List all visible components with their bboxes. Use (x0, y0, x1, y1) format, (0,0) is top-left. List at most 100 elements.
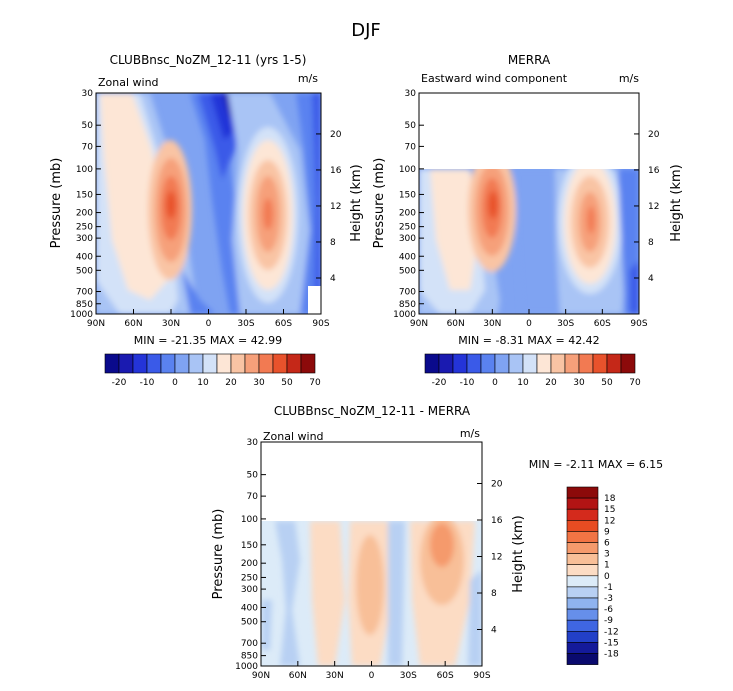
latitude-tick-label: 30S (400, 671, 417, 681)
colorbar-label: 20 (225, 378, 237, 388)
height-tick-label: 16 (491, 516, 503, 526)
pressure-tick-label: 250 (241, 573, 258, 583)
pressure-tick-label: 400 (241, 603, 258, 613)
colorbar-swatch (118, 353, 134, 374)
height-tick-label: 20 (648, 130, 660, 140)
colorbar-label: 3 (604, 550, 610, 560)
colorbar-swatch (272, 353, 288, 374)
units-label: m/s (298, 72, 318, 85)
latitude-tick-label: 0 (206, 319, 212, 329)
colorbar-swatch (566, 508, 599, 521)
latitude-tick-label: 0 (369, 671, 375, 681)
latitude-tick-label: 60N (124, 319, 142, 329)
colorbar-swatch (258, 353, 274, 374)
latitude-tick-label: 90S (312, 319, 329, 329)
pressure-tick-label: 200 (399, 209, 416, 219)
height-tick-label: 8 (648, 238, 654, 248)
height-tick-label: 8 (330, 238, 336, 248)
colorbar-label: 50 (601, 378, 613, 388)
stats-label: MIN = -8.31 MAX = 42.42 (458, 334, 599, 347)
colorbar-label: -10 (140, 378, 155, 388)
latitude-tick-label: 90S (630, 319, 647, 329)
colorbar-label: 20 (545, 378, 557, 388)
pressure-tick-label: 400 (76, 252, 93, 262)
colorbar-swatch (188, 353, 204, 374)
pressure-tick-label: 250 (76, 223, 93, 233)
latitude-tick-label: 60S (275, 319, 292, 329)
pressure-tick-label: 1000 (70, 310, 93, 320)
colorbar-swatch (104, 353, 120, 374)
y-axis-label: Pressure (mb) (49, 158, 64, 249)
height-axis: 4 8 12 16 20 (316, 130, 342, 284)
colorbar-swatch (536, 353, 552, 374)
height-tick-label: 4 (491, 625, 497, 635)
pressure-tick-label: 30 (247, 438, 259, 448)
colorbar-label: 6 (604, 539, 610, 549)
colorbar-swatch (438, 353, 454, 374)
contour-field (419, 93, 639, 314)
height-tick-label: 12 (491, 552, 502, 562)
panel-title: MERRA (508, 53, 551, 67)
colorbar-swatch (620, 353, 636, 374)
pressure-tick-label: 100 (399, 165, 416, 175)
variable-label: Eastward wind component (421, 72, 568, 85)
panel-difference: CLUBBnsc_NoZM_12-11 - MERRA Zonal wind m… (211, 404, 663, 681)
latitude-tick-label: 90N (87, 319, 105, 329)
y2-axis-label: Height (km) (511, 515, 526, 592)
colorbar-label: -15 (604, 638, 619, 648)
colorbar-label: -18 (604, 650, 619, 660)
colorbar-swatch (132, 353, 148, 374)
colorbar-swatch (146, 353, 162, 374)
height-tick-label: 12 (648, 202, 659, 212)
colorbar-swatch (566, 564, 599, 577)
colorbar-label: 10 (517, 378, 529, 388)
colorbar-swatch (578, 353, 594, 374)
colorbar-label: -10 (460, 378, 475, 388)
pressure-tick-label: 100 (241, 515, 258, 525)
pressure-tick-label: 200 (76, 209, 93, 219)
latitude-tick-label: 30S (557, 319, 574, 329)
latitude-tick-label: 60S (437, 671, 454, 681)
colorbar-swatch (286, 353, 302, 374)
colorbar-swatch (202, 353, 218, 374)
colorbar-label: 50 (281, 378, 293, 388)
y2-axis-label: Height (km) (349, 164, 364, 241)
colorbar-swatch (566, 586, 599, 599)
colorbar-label: -6 (604, 605, 613, 615)
colorbar-swatch (522, 353, 538, 374)
variable-label: Zonal wind (263, 430, 324, 443)
pressure-tick-label: 150 (399, 190, 416, 200)
pressure-tick-label: 30 (82, 89, 94, 99)
pressure-tick-label: 850 (76, 300, 93, 310)
y-axis-label: Pressure (mb) (372, 158, 387, 249)
pressure-tick-label: 100 (76, 165, 93, 175)
latitude-tick-label: 30S (237, 319, 254, 329)
colorbar-swatch (216, 353, 232, 374)
colorbar-label: -1 (604, 583, 613, 593)
colorbar-swatch (566, 519, 599, 532)
colorbar: -20 -10 0 10 20 30 50 70 (424, 353, 641, 388)
latitude-tick-label: 90N (410, 319, 428, 329)
colorbar-swatch (606, 353, 622, 374)
figure-title: DJF (351, 20, 381, 41)
height-tick-label: 4 (330, 274, 336, 284)
colorbar-swatch (566, 630, 599, 643)
latitude-tick-label: 60N (447, 319, 465, 329)
colorbar-label: 0 (492, 378, 498, 388)
y2-axis-label: Height (km) (669, 164, 684, 241)
colorbar-label: 0 (172, 378, 178, 388)
panel-title: CLUBBnsc_NoZM_12-11 - MERRA (274, 404, 471, 418)
pressure-tick-label: 400 (399, 252, 416, 262)
latitude-axis: 90N 60N 30N 0 30S 60S 90S (252, 661, 491, 681)
pressure-tick-label: 850 (399, 300, 416, 310)
colorbar-label: 70 (309, 378, 321, 388)
latitude-tick-label: 90N (252, 671, 270, 681)
colorbar-label: -3 (604, 594, 613, 604)
colorbar-swatch (566, 653, 599, 665)
pressure-tick-label: 500 (76, 266, 93, 276)
pressure-tick-label: 50 (82, 121, 94, 131)
height-tick-label: 20 (491, 479, 503, 489)
colorbar-swatch (566, 608, 599, 621)
colorbar-swatch (300, 353, 316, 374)
